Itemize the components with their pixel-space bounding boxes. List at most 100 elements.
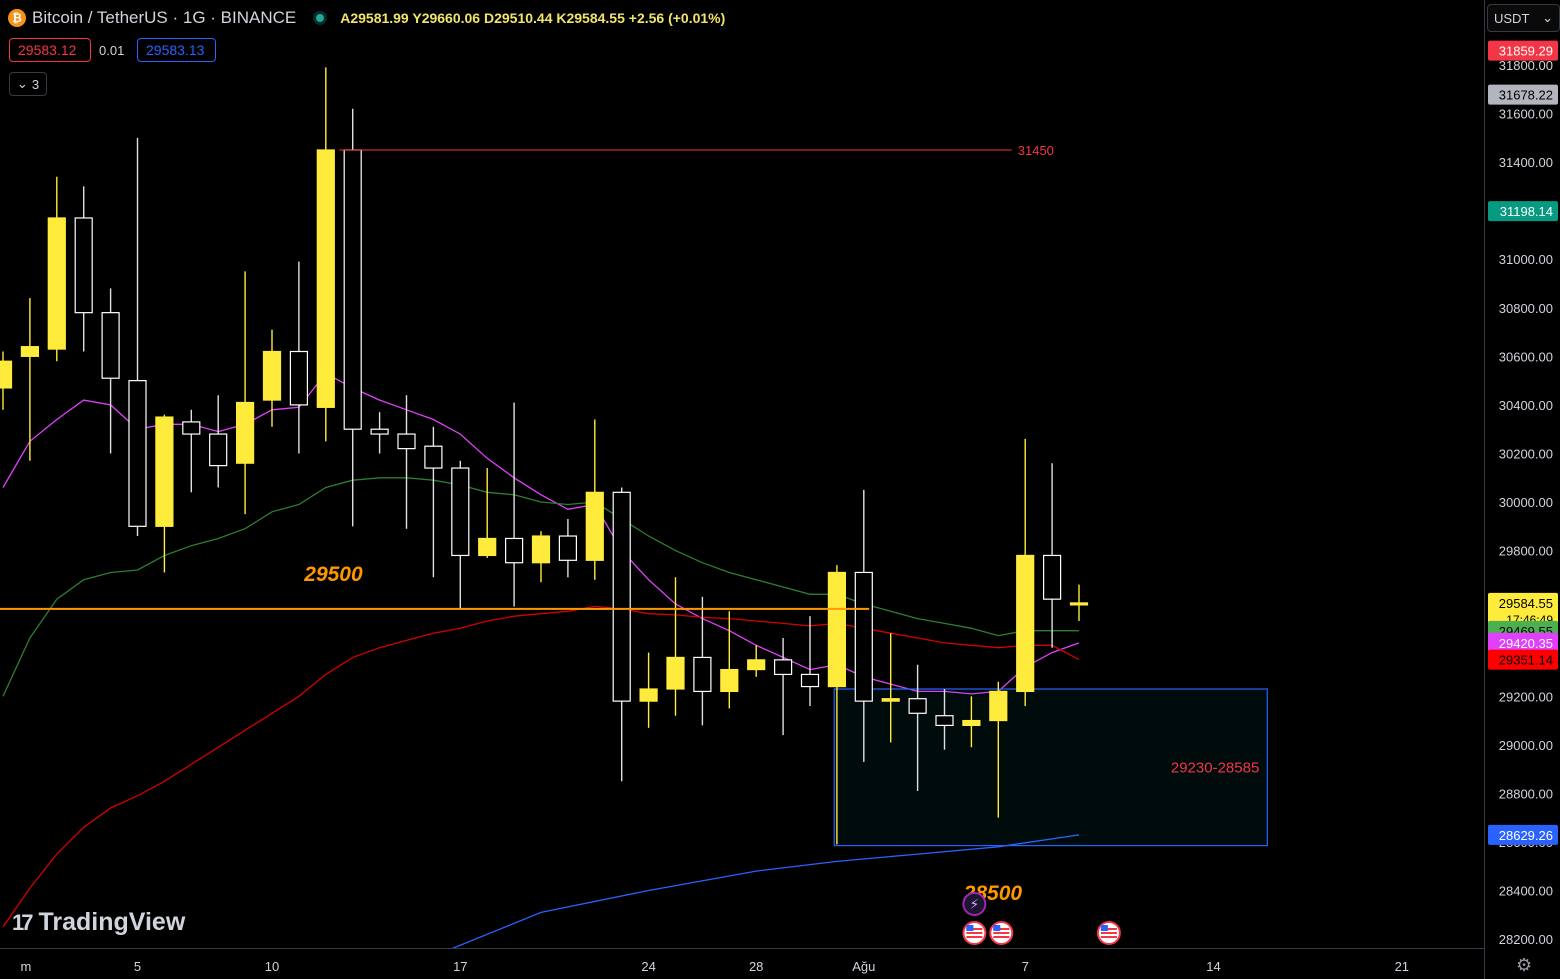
y-tick-label: 28200.00 [1499,932,1553,947]
currency-select[interactable]: USDT ⌄ [1487,4,1560,32]
level-label-29500: 29500 [303,563,363,586]
level-label-31450: 31450 [1018,143,1054,158]
x-tick-label: m [20,959,31,974]
y-tick-label: 30000.00 [1499,495,1553,510]
candle-body [558,535,578,561]
candle [531,531,551,583]
candle-body [881,698,900,702]
settings-gear-icon[interactable]: ⚙ [1516,955,1533,975]
candle [74,186,93,352]
price-badge [1488,201,1558,222]
candle-body [101,312,120,379]
candle [693,596,712,726]
candle-body [800,673,820,688]
candle-body [20,346,39,357]
time-axis-panel [0,948,1484,979]
candle [505,402,524,607]
candle-body [74,217,93,314]
indicators-count: 3 [31,76,40,92]
price-badge-label: 29584.55 [1499,596,1553,611]
lightning-icon-circle [962,892,987,916]
x-tick-label: 24 [641,959,655,974]
us-flag-event-icon [962,921,987,945]
symbol-title[interactable]: Bitcoin / TetherUS · 1G · BINANCE [32,8,297,27]
candle [881,633,900,743]
candle [262,329,282,427]
candle [128,137,147,537]
x-tick-label: 28 [749,959,763,974]
candle-body [612,491,631,702]
ema-slow-line [2,605,1080,928]
ema-long-line [433,834,1080,957]
candle-body [370,428,389,435]
candle-body [585,491,604,561]
candle [585,419,604,580]
candle-body [343,149,362,430]
price-badge-label: 28629.26 [1499,828,1553,843]
flag-canton [1100,925,1108,931]
x-tick-label: 7 [1022,959,1029,974]
candle [182,409,201,493]
y-tick-label: 31600.00 [1499,107,1553,122]
flag-canton [993,925,1001,931]
candle [800,616,820,706]
x-tick-label: 14 [1206,959,1220,974]
sell-price-button[interactable]: 29583.12 [9,38,91,62]
ohlc-values: A29581.99 Y29660.06 D29510.44 K29584.55 … [340,10,726,26]
lightning-icon-glyph: ⚡ [969,897,979,913]
price-badge [1488,592,1558,629]
candle-body [639,688,658,702]
candle-body [182,421,201,435]
candle-body [424,445,443,469]
candle [1016,438,1035,706]
price-badge [1488,84,1558,105]
candle [451,460,470,609]
candle [962,696,981,748]
candle-body [773,659,793,676]
candle [827,565,847,845]
y-tick-label: 31800.00 [1499,58,1553,73]
price-badge-label: 29420.35 [1499,636,1553,651]
candle [639,652,658,728]
y-tick-label: 30800.00 [1499,301,1553,316]
currency-label: USDT [1494,10,1530,26]
price-badge [1488,824,1558,845]
market-status-icon[interactable] [316,14,325,22]
y-tick-label: 31000.00 [1499,252,1553,267]
candle [854,489,873,762]
candle [424,426,443,578]
candle-body [908,698,927,714]
symbol-header: ₿ Bitcoin / TetherUS · 1G · BINANCE A295… [8,6,725,30]
candle [558,519,578,578]
candle-body [128,380,147,527]
x-tick-label: 10 [265,959,279,974]
candle [289,261,308,454]
tradingview-logo: 17 TradingView [12,908,185,937]
candle [370,412,389,454]
candle-body [693,656,712,693]
price-badge-label: 31859.29 [1499,44,1553,59]
candle-body [854,571,873,702]
candle-body [397,433,416,450]
candle [155,414,174,573]
candle [0,351,13,410]
candle [343,108,362,527]
candle [720,611,739,709]
candle-body [962,719,981,727]
candle-body [720,668,739,693]
candle [908,664,927,791]
spread-value: 0.01 [99,42,125,58]
buy-price-button[interactable]: 29583.13 [137,38,216,62]
tradingview-mark-icon: 17 [12,909,34,935]
candle [989,681,1008,818]
candle-body [1042,554,1062,600]
y-tick-label: 29000.00 [1499,738,1553,753]
candle [101,288,120,454]
candle [316,67,335,442]
y-tick-label: 28800.00 [1499,786,1553,801]
candle [747,645,766,677]
chevron-down-icon: ⌄ [16,76,28,91]
y-tick-label: 30600.00 [1499,349,1553,364]
indicators-toggle-button[interactable]: ⌄ 3 [9,72,47,96]
